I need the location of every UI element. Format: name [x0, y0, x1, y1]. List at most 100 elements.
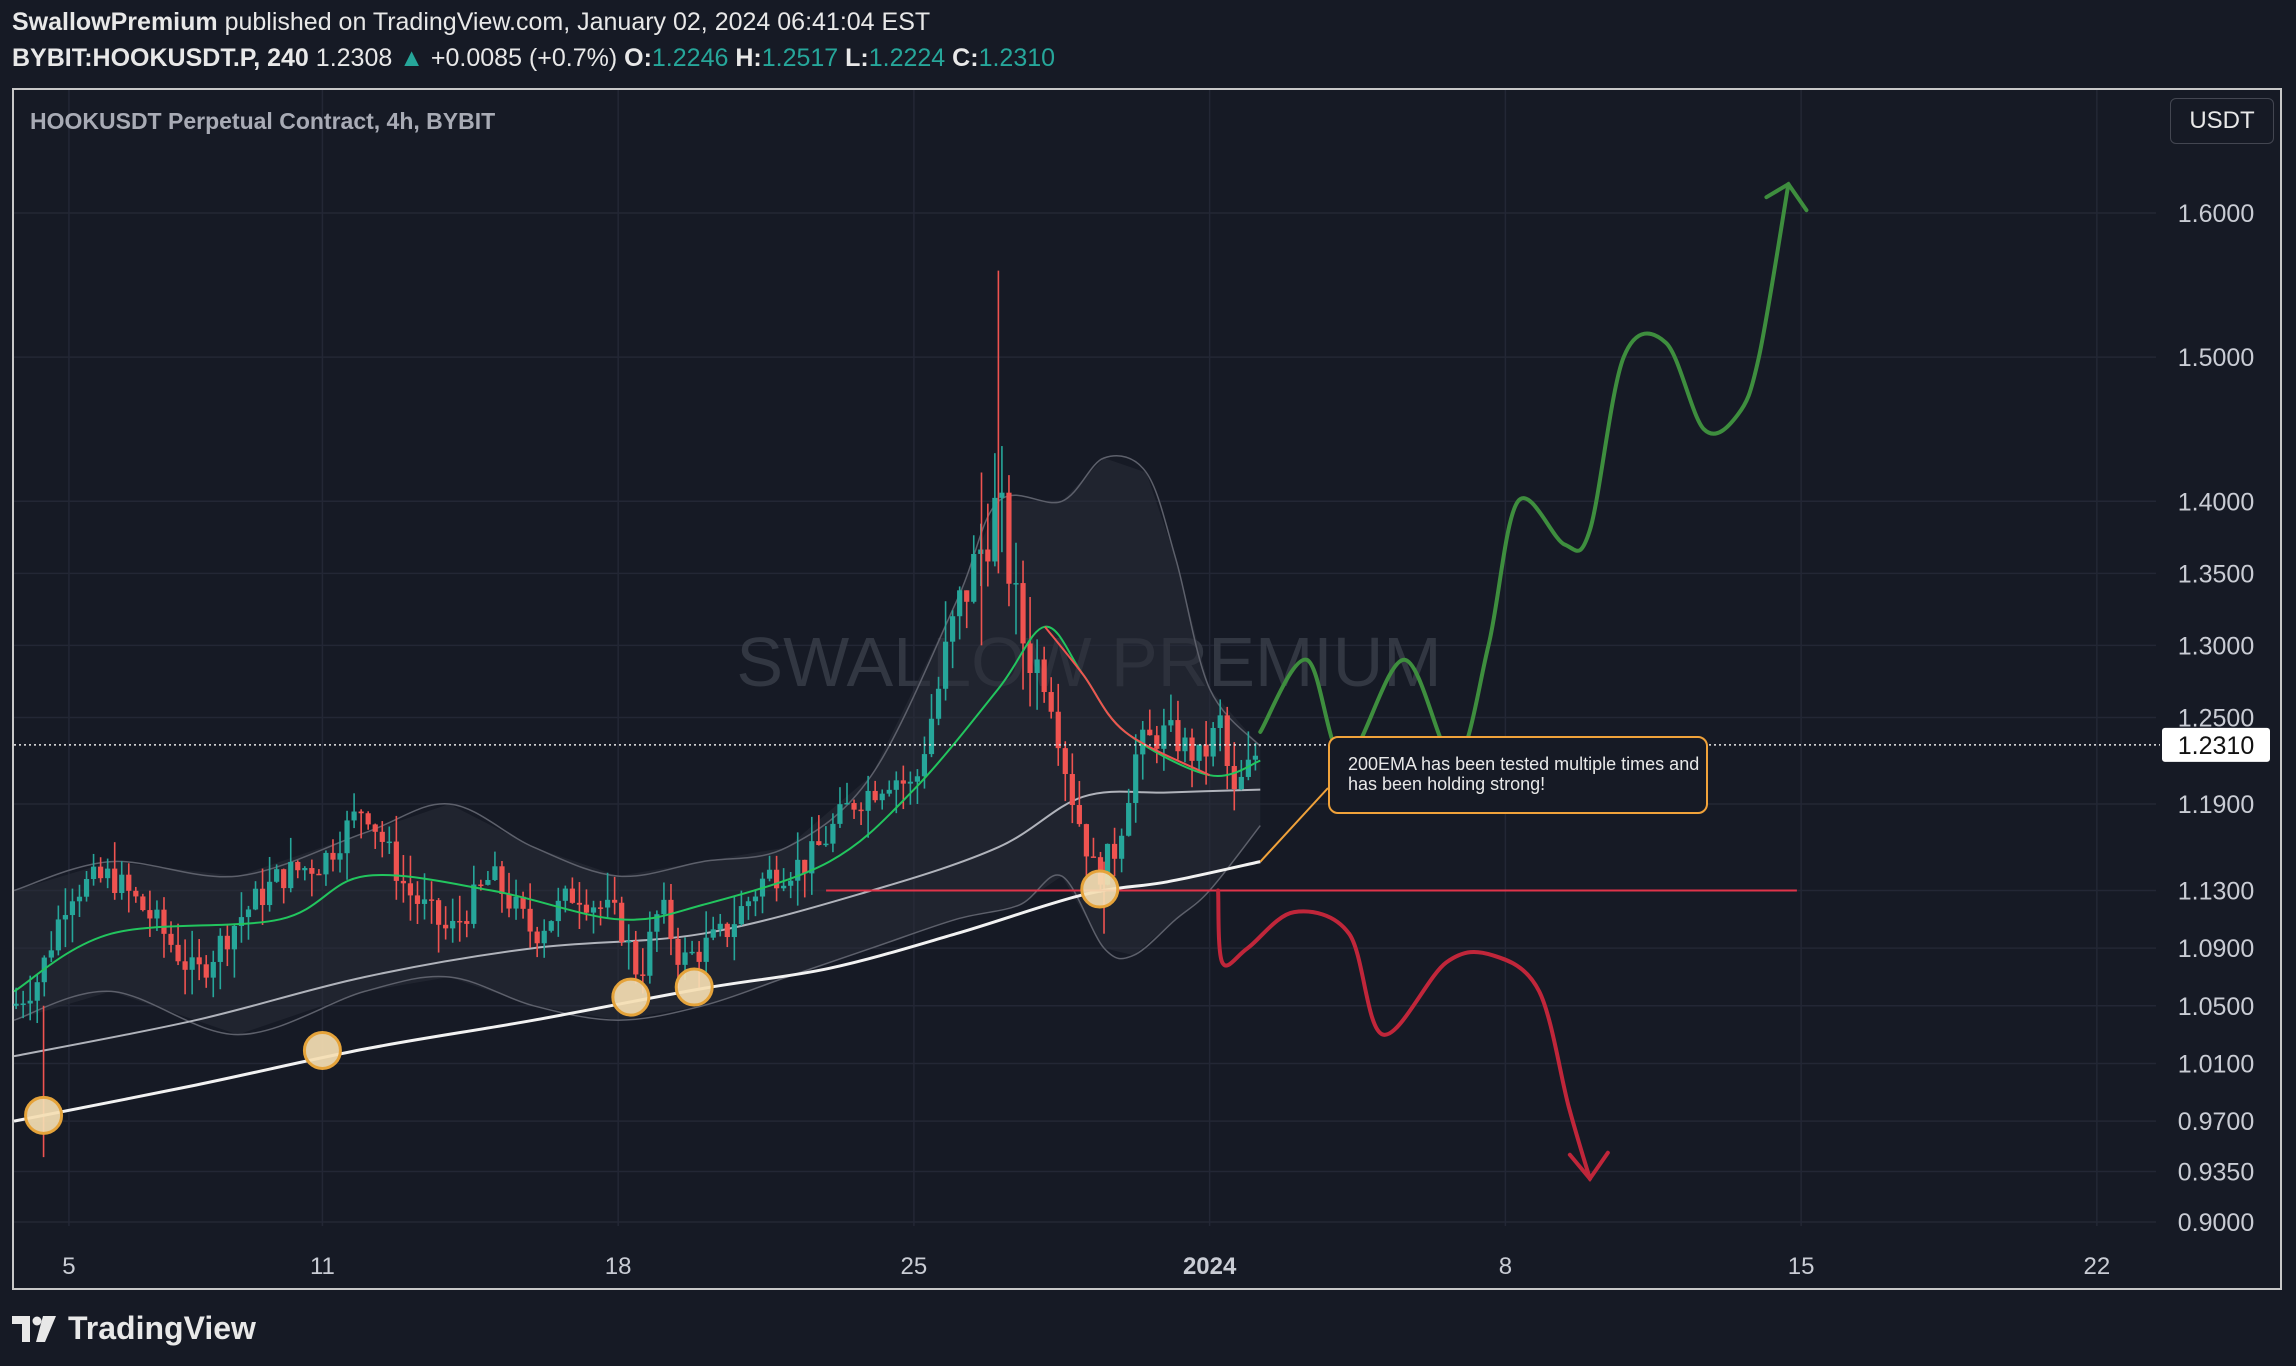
candle-body	[1231, 766, 1237, 790]
candle-down	[330, 839, 336, 872]
change-arrow-icon: ▲	[399, 44, 424, 72]
candle-body	[1013, 583, 1019, 585]
candle-body	[27, 1000, 33, 1004]
candle-body	[295, 861, 301, 871]
price-tick-label: 1.3500	[2178, 560, 2254, 588]
candle-up	[950, 610, 956, 669]
author-name[interactable]: SwallowPremium	[12, 8, 218, 36]
candle-body	[400, 880, 406, 884]
candle-up	[90, 853, 97, 886]
candle-body	[597, 907, 604, 909]
candle-down	[1041, 646, 1047, 703]
bollinger-upper-band	[13, 455, 1261, 892]
chart-title: HOOKUSDT Perpetual Contract, 4h, BYBIT	[30, 108, 495, 134]
candle-up	[1217, 699, 1223, 752]
price-tick-label: 1.0900	[2178, 935, 2254, 963]
open-value: 1.2246	[651, 44, 729, 72]
candle-body	[717, 923, 723, 930]
price-tick-label: 0.9700	[2178, 1108, 2254, 1136]
candle-body	[330, 852, 336, 860]
candle-body	[752, 896, 759, 902]
candle-up	[717, 913, 723, 937]
candle-body	[126, 874, 132, 891]
candle-body	[661, 899, 667, 915]
candle-body	[288, 861, 294, 889]
candle-body	[1217, 715, 1223, 728]
candle-up	[745, 896, 752, 920]
ema-touch-marker	[302, 1030, 342, 1070]
candle-body	[210, 961, 216, 978]
footer-brand[interactable]: TradingView	[12, 1310, 256, 1347]
candle-up	[1161, 708, 1167, 771]
candle-body	[140, 896, 146, 911]
price-tick-label: 1.2500	[2178, 705, 2254, 733]
candle-body	[1062, 748, 1068, 775]
candle-body	[816, 841, 822, 846]
candle-up	[731, 896, 737, 961]
candle-down	[126, 863, 132, 913]
candle-up	[492, 851, 498, 881]
candle-body	[119, 874, 125, 893]
bearish-scenario-path	[1216, 888, 1592, 1181]
candle-down	[1048, 677, 1054, 719]
candle-up	[450, 898, 456, 943]
candle-body	[541, 930, 547, 944]
candle-up	[1133, 734, 1139, 823]
candle-down	[112, 842, 118, 900]
candle-body	[245, 909, 252, 918]
candle-body	[90, 866, 97, 880]
candle-up	[1119, 828, 1125, 873]
candle-body	[682, 952, 688, 965]
candle-down	[428, 881, 435, 924]
candle-up	[886, 780, 892, 797]
candle-body	[189, 957, 195, 970]
currency-button[interactable]: USDT	[2170, 98, 2274, 144]
candle-body	[407, 883, 414, 896]
candle-body	[633, 941, 639, 975]
candle-down	[668, 883, 674, 956]
candle-body	[809, 841, 815, 874]
candle-down	[140, 893, 146, 912]
candle-body	[950, 616, 956, 642]
candle-down	[224, 925, 230, 967]
candle-down	[858, 802, 864, 826]
candle-up	[302, 866, 308, 881]
candle-body	[252, 888, 259, 910]
candle-up	[1126, 788, 1132, 837]
candle-down	[802, 859, 808, 898]
candle-body	[1224, 715, 1230, 767]
last-price-badge	[2162, 727, 2270, 762]
candle-up	[1196, 744, 1202, 770]
candle-body	[1154, 735, 1160, 749]
time-tick-label: 15	[1788, 1253, 1815, 1280]
price-tick-label: 0.9350	[2178, 1159, 2254, 1187]
candle-up	[1252, 743, 1259, 771]
candle-body	[428, 899, 435, 901]
candle-up	[337, 831, 343, 873]
candle-body	[851, 803, 857, 810]
candle-body	[83, 879, 90, 897]
candle-body	[928, 718, 935, 755]
candle-body	[1055, 711, 1061, 749]
candle-down	[414, 881, 421, 925]
candle-body	[823, 843, 829, 846]
candle-body	[1048, 692, 1054, 712]
candle-up	[766, 855, 773, 882]
price-tick-label: 1.5000	[2178, 344, 2254, 372]
candle-body	[386, 841, 392, 844]
candle-up	[809, 816, 815, 895]
candle-down	[520, 891, 526, 919]
candle-up	[893, 771, 899, 814]
candle-body	[20, 1003, 26, 1005]
candle-body	[1041, 659, 1047, 693]
candle-down	[457, 895, 463, 942]
candle-body	[471, 884, 477, 924]
candle-body	[464, 921, 470, 924]
candle-body	[344, 820, 350, 854]
candle-body	[773, 869, 780, 889]
candle-up	[267, 856, 273, 912]
candle-down	[182, 939, 188, 995]
candle-up	[752, 889, 759, 917]
candle-up	[1013, 542, 1019, 635]
